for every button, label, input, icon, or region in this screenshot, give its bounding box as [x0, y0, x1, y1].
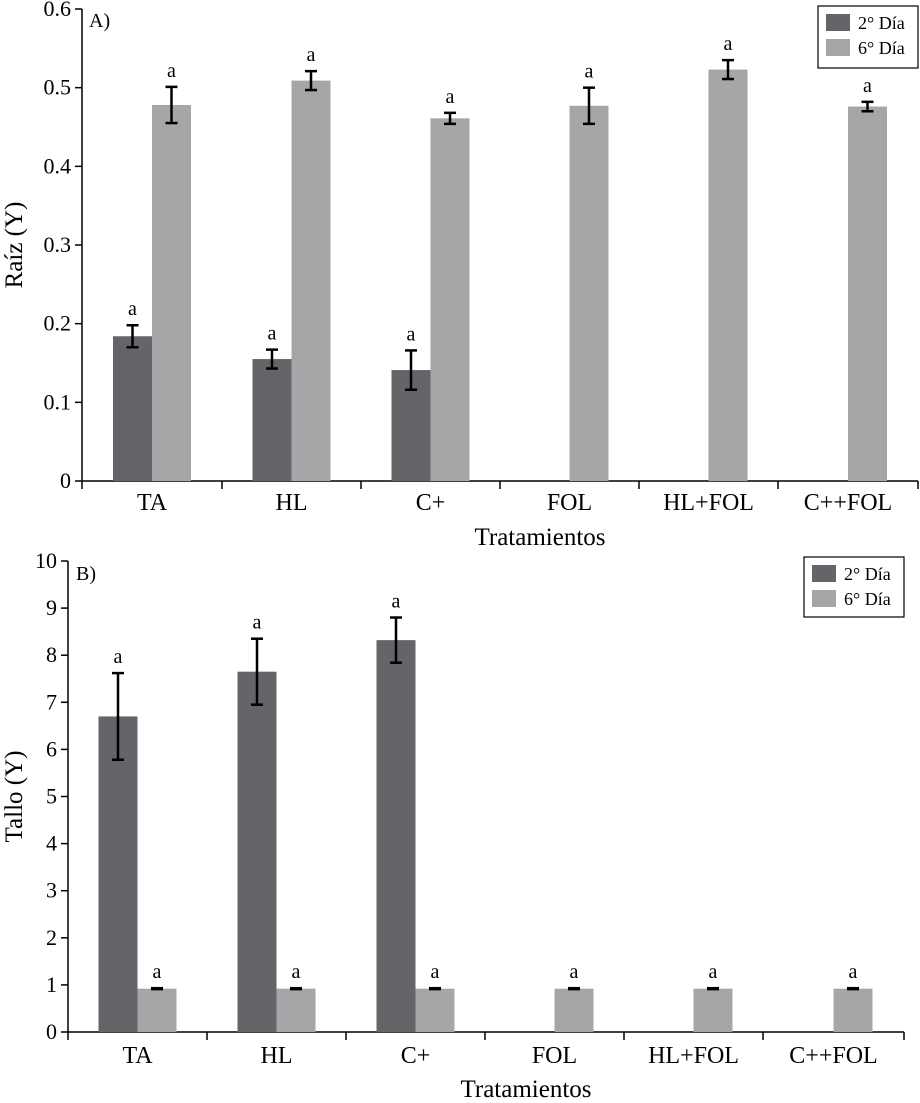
- bar-day2-cplus: [376, 640, 416, 1032]
- y-tick-label: 6: [46, 736, 57, 761]
- significance-label: a: [724, 33, 733, 55]
- significance-label: a: [128, 298, 137, 320]
- legend-label: 2° Día: [858, 13, 905, 33]
- y-tick-label: 3: [46, 878, 57, 903]
- y-tick-label: 2: [46, 925, 57, 950]
- significance-label: a: [863, 75, 872, 97]
- y-tick-label: 4: [46, 831, 57, 856]
- bar-day2-ta: [98, 716, 138, 1032]
- legend-label: 6° Día: [858, 38, 905, 58]
- x-tick-label: FOL: [532, 1043, 577, 1069]
- y-tick-label: 5: [46, 784, 57, 809]
- x-tick-label: C+: [416, 490, 446, 516]
- significance-label: a: [570, 961, 579, 983]
- x-tick-label: HL: [276, 490, 308, 516]
- y-tick-label: 0.5: [44, 75, 72, 100]
- y-tick-label: 0: [46, 1019, 57, 1044]
- significance-label: a: [392, 591, 401, 613]
- y-tick-label: 0.6: [44, 0, 72, 21]
- y-tick-label: 8: [46, 642, 57, 667]
- x-tick-label: C++FOL: [789, 1043, 877, 1069]
- bar-day6-hl: [276, 988, 316, 1032]
- legend-swatch-day6: [826, 39, 850, 56]
- bar-day6-cplus: [415, 988, 455, 1032]
- significance-label: a: [446, 86, 455, 108]
- legend-swatch-day2: [812, 565, 836, 582]
- panel-label: A): [89, 10, 110, 32]
- significance-label: a: [253, 612, 262, 634]
- y-tick-label: 0: [60, 468, 71, 493]
- y-tick-label: 0.2: [44, 311, 72, 336]
- y-axis-title: Tallo (Y): [1, 751, 28, 843]
- y-tick-label: 9: [46, 595, 57, 620]
- significance-label: a: [167, 60, 176, 82]
- panel-label: B): [76, 563, 96, 585]
- significance-label: a: [849, 961, 858, 983]
- significance-label: a: [153, 961, 162, 983]
- y-tick-label: 0.3: [44, 232, 72, 257]
- bar-day6-cplusplusfol: [848, 106, 887, 482]
- bar-day6-cplusplusfol: [833, 988, 873, 1032]
- y-tick-label: 0.1: [44, 389, 72, 414]
- legend: 2° Día 6° Día: [803, 556, 905, 618]
- bar-day6-hl: [291, 80, 331, 481]
- significance-label: a: [114, 646, 123, 668]
- y-tick-label: 1: [46, 972, 57, 997]
- x-tick-label: FOL: [547, 490, 592, 516]
- x-tick-label: HL+FOL: [663, 490, 754, 516]
- y-tick-label: 10: [35, 548, 57, 573]
- bar-day6-ta: [137, 988, 177, 1032]
- bar-day6-ta: [152, 104, 191, 482]
- bar-day2-hl: [237, 671, 277, 1032]
- legend-label: 6° Día: [844, 589, 891, 609]
- legend-label: 2° Día: [844, 564, 891, 584]
- significance-label: a: [407, 323, 416, 345]
- y-axis-title: Raíz (Y): [1, 202, 28, 289]
- bar-day6-cplus: [430, 118, 470, 481]
- x-axis-title: Tratamientos: [460, 1076, 591, 1103]
- legend-swatch-day2: [826, 14, 850, 31]
- bar-day6-fol: [569, 105, 609, 481]
- x-tick-label: C++FOL: [804, 490, 892, 516]
- significance-label: a: [268, 323, 277, 345]
- x-tick-label: TA: [137, 490, 168, 516]
- bar-day2-hl: [252, 359, 292, 481]
- chart-panel-b: 0 1 2 3 4 5 6 7 8 9 10 TA a a HL a a C+ a a FOL a HL+FOL a C++FO…: [1, 548, 905, 1103]
- significance-label: a: [709, 961, 718, 983]
- significance-label: a: [431, 961, 440, 983]
- significance-label: a: [307, 44, 316, 66]
- bar-day6-hlplusfol: [693, 988, 733, 1032]
- bar-day6-hlplusfol: [708, 69, 748, 481]
- bar-day2-ta: [113, 336, 152, 481]
- chart-panel-a: 0 0.1 0.2 0.3 0.4 0.5 0.6 TA a a HL a a C+ a a FOL a HL+FO…: [1, 0, 919, 551]
- significance-label: a: [292, 961, 301, 983]
- y-tick-label: 0.4: [44, 153, 72, 178]
- bar-day6-fol: [554, 988, 594, 1032]
- x-tick-label: C+: [401, 1043, 431, 1069]
- significance-label: a: [585, 61, 594, 83]
- x-tick-label: HL: [261, 1043, 293, 1069]
- legend: 2° Día 6° Día: [817, 5, 919, 69]
- x-tick-label: TA: [122, 1043, 153, 1069]
- y-tick-label: 7: [46, 689, 57, 714]
- legend-swatch-day6: [812, 590, 836, 607]
- x-tick-label: HL+FOL: [648, 1043, 739, 1069]
- x-axis-title: Tratamientos: [474, 524, 605, 551]
